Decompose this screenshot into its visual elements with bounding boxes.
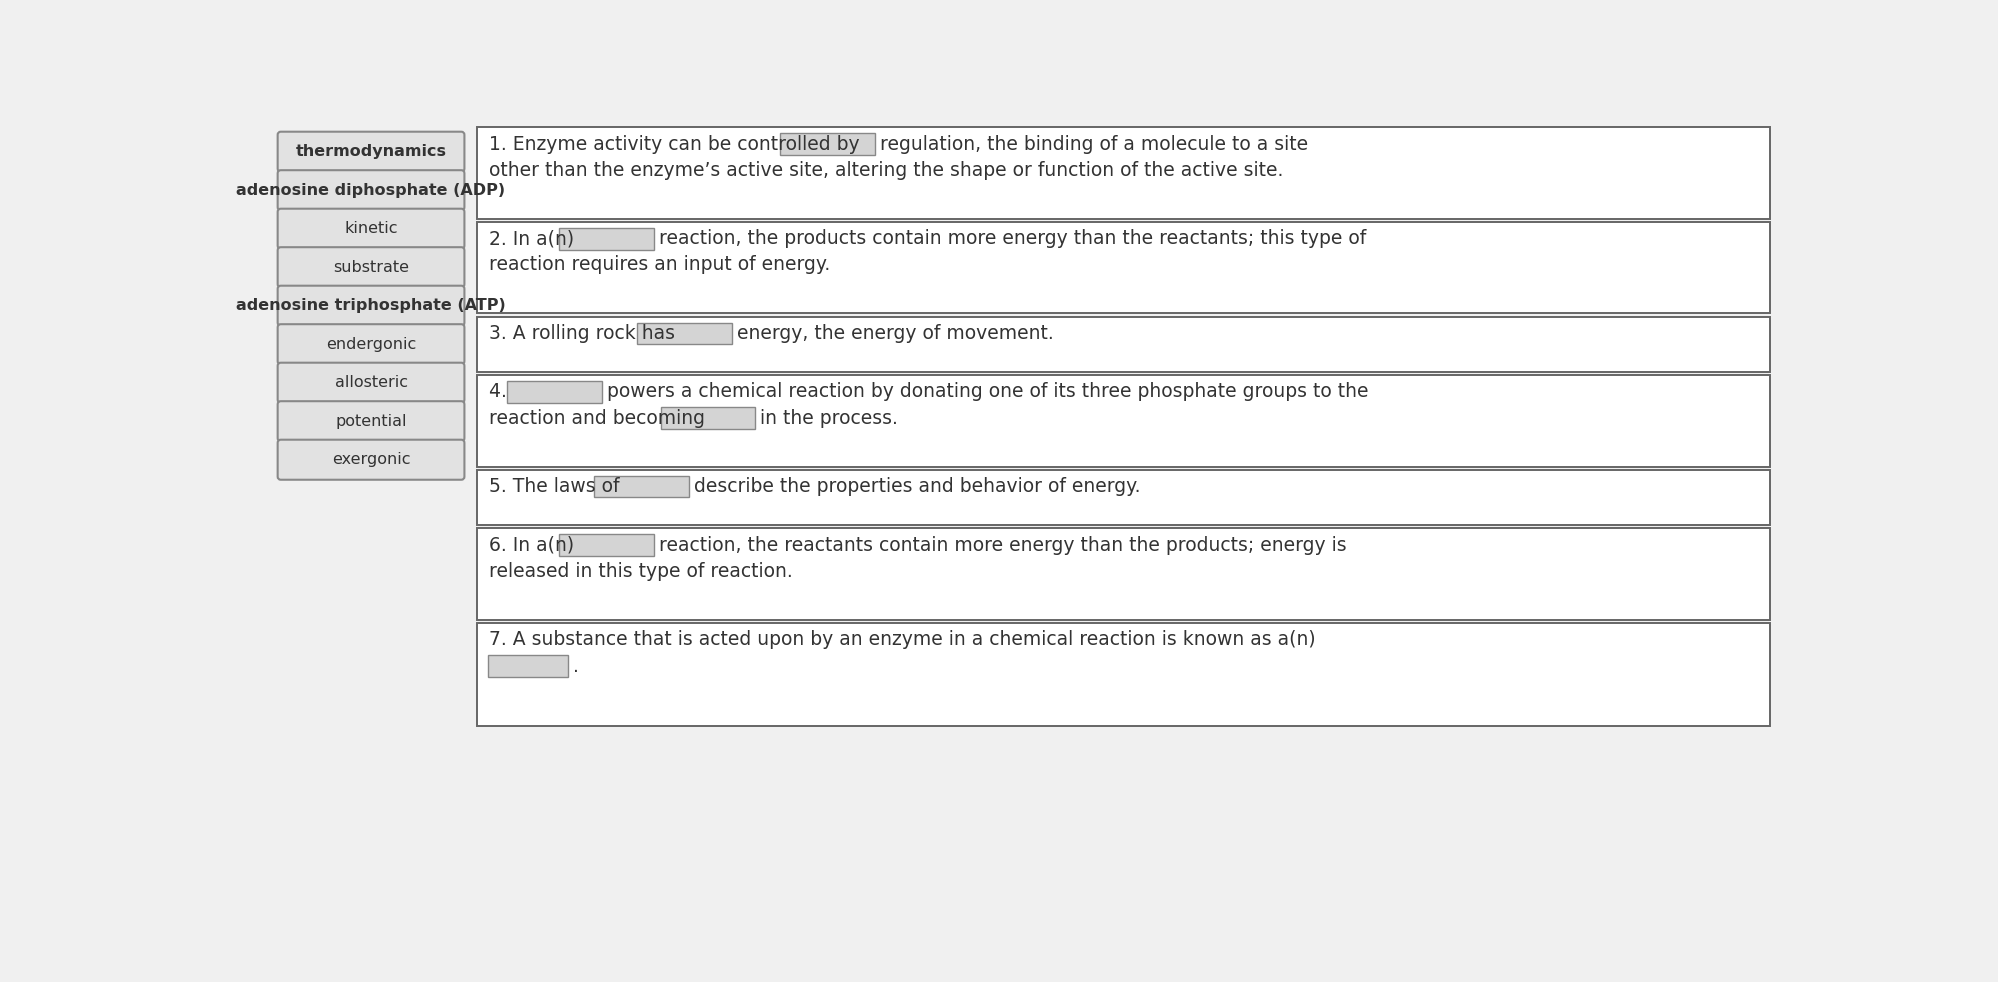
Text: endergonic: endergonic	[326, 337, 416, 352]
Text: adenosine triphosphate (ATP): adenosine triphosphate (ATP)	[236, 299, 505, 313]
FancyBboxPatch shape	[507, 381, 601, 403]
Text: reaction, the reactants contain more energy than the products; energy is: reaction, the reactants contain more ene…	[653, 536, 1347, 555]
FancyBboxPatch shape	[278, 247, 464, 288]
FancyBboxPatch shape	[478, 375, 1770, 466]
FancyBboxPatch shape	[478, 623, 1770, 726]
FancyBboxPatch shape	[278, 286, 464, 326]
Text: 6. In a(n): 6. In a(n)	[490, 536, 579, 555]
Text: other than the enzyme’s active site, altering the shape or function of the activ: other than the enzyme’s active site, alt…	[490, 161, 1283, 180]
Text: reaction requires an input of energy.: reaction requires an input of energy.	[490, 255, 831, 274]
Text: released in this type of reaction.: released in this type of reaction.	[490, 562, 793, 581]
FancyBboxPatch shape	[278, 440, 464, 480]
FancyBboxPatch shape	[278, 324, 464, 364]
Text: describe the properties and behavior of energy.: describe the properties and behavior of …	[687, 477, 1141, 496]
Text: reaction and becoming: reaction and becoming	[490, 409, 711, 427]
Text: in the process.: in the process.	[755, 409, 899, 427]
FancyBboxPatch shape	[593, 476, 689, 498]
FancyBboxPatch shape	[637, 323, 731, 345]
Text: thermodynamics: thermodynamics	[296, 144, 446, 159]
FancyBboxPatch shape	[478, 528, 1770, 620]
Text: 5. The laws of: 5. The laws of	[490, 477, 625, 496]
FancyBboxPatch shape	[278, 362, 464, 403]
Text: 2. In a(n): 2. In a(n)	[490, 229, 579, 248]
FancyBboxPatch shape	[661, 408, 755, 429]
Text: potential: potential	[336, 413, 408, 429]
FancyBboxPatch shape	[559, 534, 653, 556]
FancyBboxPatch shape	[278, 209, 464, 248]
FancyBboxPatch shape	[488, 655, 567, 677]
Text: 3. A rolling rock has: 3. A rolling rock has	[490, 324, 681, 343]
FancyBboxPatch shape	[278, 402, 464, 441]
FancyBboxPatch shape	[278, 132, 464, 172]
Text: kinetic: kinetic	[344, 221, 398, 237]
Text: 7. A substance that is acted upon by an enzyme in a chemical reaction is known a: 7. A substance that is acted upon by an …	[490, 630, 1317, 649]
FancyBboxPatch shape	[478, 469, 1770, 525]
Text: allosteric: allosteric	[334, 375, 408, 390]
Text: energy, the energy of movement.: energy, the energy of movement.	[731, 324, 1053, 343]
Text: exergonic: exergonic	[332, 453, 410, 467]
Text: 4.: 4.	[490, 382, 513, 402]
FancyBboxPatch shape	[781, 134, 875, 155]
FancyBboxPatch shape	[478, 316, 1770, 372]
Text: regulation, the binding of a molecule to a site: regulation, the binding of a molecule to…	[873, 135, 1309, 153]
Text: reaction, the products contain more energy than the reactants; this type of: reaction, the products contain more ener…	[653, 229, 1367, 248]
Text: adenosine diphosphate (ADP): adenosine diphosphate (ADP)	[236, 183, 505, 197]
FancyBboxPatch shape	[278, 170, 464, 210]
Text: powers a chemical reaction by donating one of its three phosphate groups to the: powers a chemical reaction by donating o…	[601, 382, 1369, 402]
Text: substrate: substrate	[334, 259, 410, 275]
Text: 1. Enzyme activity can be controlled by: 1. Enzyme activity can be controlled by	[490, 135, 865, 153]
FancyBboxPatch shape	[478, 127, 1770, 219]
Text: .: .	[567, 657, 579, 676]
FancyBboxPatch shape	[559, 228, 653, 249]
FancyBboxPatch shape	[478, 222, 1770, 313]
